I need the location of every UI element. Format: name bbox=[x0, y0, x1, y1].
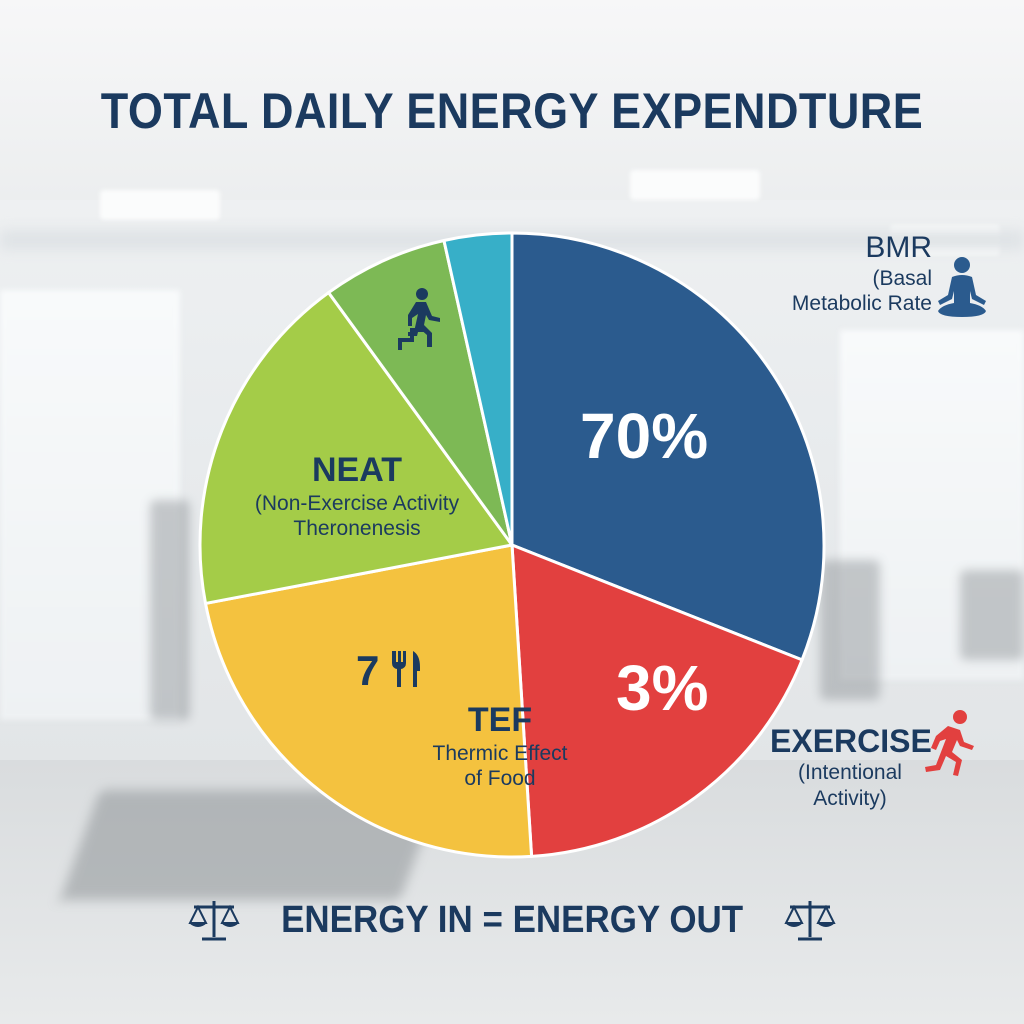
tef-label: TEF Thermic Effect of Food bbox=[400, 700, 600, 791]
bmr-label: BMR (Basal Metabolic Rate bbox=[772, 230, 932, 316]
ceiling-light bbox=[630, 170, 760, 200]
neat-desc-line2: Theronenesis bbox=[293, 516, 421, 540]
fork-knife-icon bbox=[392, 651, 421, 687]
tef-desc-line2: of Food bbox=[464, 766, 536, 790]
treadmill-blur bbox=[150, 500, 190, 720]
pie-slice-bmr bbox=[510, 231, 826, 662]
pie-slice-unlabeled-5 bbox=[442, 231, 514, 547]
pie-slice-exercise bbox=[510, 543, 804, 858]
stairs-climber-icon bbox=[398, 288, 440, 350]
ceiling-light bbox=[100, 190, 220, 220]
tef-percent-label: 7 bbox=[356, 647, 380, 694]
neat-desc-line1: (Non-Exercise Activity bbox=[254, 491, 460, 515]
neat-title: NEAT bbox=[311, 451, 403, 489]
bmr-percent-label: 70% bbox=[580, 400, 709, 472]
pie-slice-neat bbox=[198, 291, 514, 605]
exercise-title: EXERCISE bbox=[770, 723, 932, 759]
tef-value-label: 7 bbox=[356, 646, 423, 696]
machine-blur bbox=[960, 570, 1024, 660]
bmr-desc-line2: Metabolic Rate bbox=[791, 292, 932, 316]
tef-desc-line1: Thermic Effect bbox=[432, 741, 568, 765]
footer-equation: ENERGY IN = ENERGY OUT bbox=[0, 898, 1024, 943]
pie-slice-tef bbox=[204, 543, 534, 859]
neat-label: NEAT (Non-Exercise Activity Theronenesis bbox=[222, 450, 492, 541]
exercise-percent-label: 3% bbox=[616, 652, 709, 724]
exercise-desc-line1: (Intentional bbox=[798, 761, 902, 785]
pie-slice-unlabeled-4 bbox=[327, 239, 514, 547]
footer-text: ENERGY IN = ENERGY OUT bbox=[280, 899, 744, 942]
machine-blur bbox=[820, 560, 880, 700]
window bbox=[0, 290, 180, 720]
window bbox=[840, 330, 1024, 680]
runner-icon bbox=[925, 710, 974, 776]
tef-title: TEF bbox=[467, 701, 533, 739]
balance-scale-icon bbox=[784, 900, 836, 941]
meditation-icon bbox=[938, 257, 986, 317]
exercise-label: EXERCISE (Intentional Activity) bbox=[770, 722, 932, 811]
bmr-title: BMR bbox=[865, 231, 932, 264]
ceiling bbox=[0, 0, 1024, 200]
bmr-desc-line1: (Basal bbox=[872, 267, 932, 290]
balance-scale-icon bbox=[188, 900, 240, 941]
exercise-desc-line2: Activity) bbox=[813, 786, 887, 810]
chart-title: TOTAL DAILY ENERGY EXPENDTURE bbox=[100, 83, 924, 139]
